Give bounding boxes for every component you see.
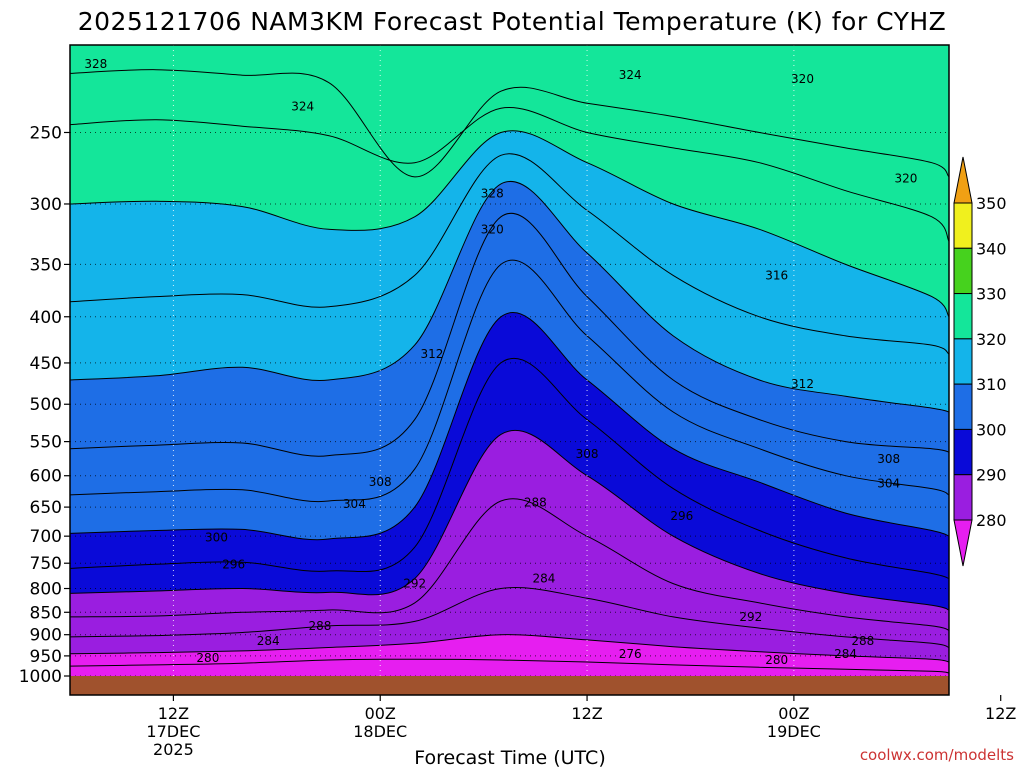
x-tick-label: 18DEC xyxy=(353,722,407,741)
contour-label: 304 xyxy=(877,476,900,490)
y-tick-label: 800 xyxy=(30,580,62,600)
colorbar-tick-label: 330 xyxy=(976,285,1007,304)
contour-label: 288 xyxy=(524,495,547,509)
contour-label: 280 xyxy=(196,651,219,665)
x-axis-title: Forecast Time (UTC) xyxy=(414,747,605,768)
contour-label: 296 xyxy=(222,557,245,571)
contour-label: 324 xyxy=(291,100,314,114)
contour-label: 316 xyxy=(765,268,788,282)
isentrope-line xyxy=(70,181,949,413)
colorbar-tick-label: 290 xyxy=(976,466,1007,485)
y-tick-label: 550 xyxy=(30,433,62,453)
contour-label: 304 xyxy=(343,497,366,511)
colorbar-swatch xyxy=(953,383,973,430)
contour-label: 320 xyxy=(791,72,814,86)
y-tick-label: 350 xyxy=(30,255,62,275)
colorbar-swatch xyxy=(953,474,973,521)
contour-label: 308 xyxy=(576,447,599,461)
isentrope-line xyxy=(70,69,949,178)
isentrope-line xyxy=(70,259,949,503)
colorbar: 350 340 330 320 310 300 290 280 xyxy=(953,156,1007,567)
y-axis: 250 300 350 400 450 500 550 600 650 700 750 800 850 9… xyxy=(19,123,70,687)
contour-label: 284 xyxy=(834,647,857,661)
contour-label: 308 xyxy=(877,452,900,466)
x-tick-label: 12Z xyxy=(985,704,1016,723)
x-tick-label: 19DEC xyxy=(767,722,821,741)
x-tick-label: 00Z xyxy=(778,704,809,723)
colorbar-below-arrow xyxy=(953,519,973,567)
x-tick-label: 17DEC xyxy=(146,722,200,741)
colorbar-swatch xyxy=(953,428,973,476)
plot-area xyxy=(70,45,949,695)
isentrope-line xyxy=(70,658,949,674)
contour-label: 320 xyxy=(894,171,917,185)
credit-link[interactable]: coolwx.com/modelts xyxy=(860,746,1014,764)
contour-label: 300 xyxy=(205,530,228,544)
y-tick-label: 900 xyxy=(30,626,62,646)
contour-label: 276 xyxy=(619,647,642,661)
x-tick-label: 2025 xyxy=(153,740,194,759)
y-tick-label: 950 xyxy=(30,647,62,667)
colorbar-tick-label: 320 xyxy=(976,330,1007,349)
y-tick-label: 400 xyxy=(30,308,62,328)
terrain-surface xyxy=(70,676,949,695)
x-tick-label: 12Z xyxy=(158,704,189,723)
y-tick-label: 600 xyxy=(30,467,62,487)
contour-label: 312 xyxy=(791,377,814,391)
y-tick-label: 300 xyxy=(30,195,62,215)
colorbar-swatch xyxy=(953,338,973,385)
isentrope-line xyxy=(70,429,949,611)
contour-label: 284 xyxy=(533,572,556,586)
contour-label: 292 xyxy=(739,610,762,624)
isentrope-line xyxy=(70,106,949,242)
isentrope-band xyxy=(70,45,949,177)
y-tick-label: 250 xyxy=(30,123,62,143)
contour-label: 308 xyxy=(369,475,392,489)
plot-frame xyxy=(69,44,950,696)
contour-label: 288 xyxy=(851,634,874,648)
contour-label: 312 xyxy=(420,347,443,361)
colorbar-above-arrow xyxy=(953,156,973,204)
colorbar-tick-label: 350 xyxy=(976,194,1007,213)
contour-label: 292 xyxy=(403,577,426,591)
x-tick-label: 00Z xyxy=(365,704,396,723)
contour-label: 328 xyxy=(84,57,107,71)
contour-label: 284 xyxy=(257,634,280,648)
isentrope-line xyxy=(70,312,949,541)
colorbar-swatch xyxy=(953,202,973,249)
y-tick-label: 1000 xyxy=(19,667,62,687)
contour-label: 324 xyxy=(619,68,642,82)
colorbar-tick-label: 340 xyxy=(976,239,1007,258)
y-tick-label: 700 xyxy=(30,527,62,547)
colorbar-swatch xyxy=(953,247,973,295)
y-tick-label: 650 xyxy=(30,498,62,518)
contour-label: 320 xyxy=(481,222,504,236)
colorbar-swatch xyxy=(953,293,973,340)
contour-label: 280 xyxy=(765,653,788,667)
contour-label: 328 xyxy=(481,186,504,200)
colorbar-tick-label: 280 xyxy=(976,511,1007,530)
contour-label: 296 xyxy=(670,509,693,523)
y-tick-label: 450 xyxy=(30,354,62,374)
colorbar-tick-label: 300 xyxy=(976,420,1007,439)
chart-title: 2025121706 NAM3KM Forecast Potential Tem… xyxy=(78,7,947,36)
isentrope-line xyxy=(70,153,949,355)
y-tick-label: 850 xyxy=(30,603,62,623)
y-tick-label: 750 xyxy=(30,554,62,574)
colorbar-tick-label: 310 xyxy=(976,375,1007,394)
x-tick-label: 12Z xyxy=(571,704,602,723)
isentrope-line xyxy=(70,357,949,580)
isentrope-line xyxy=(70,212,949,457)
contour-label: 288 xyxy=(308,619,331,633)
y-tick-label: 500 xyxy=(30,395,62,415)
